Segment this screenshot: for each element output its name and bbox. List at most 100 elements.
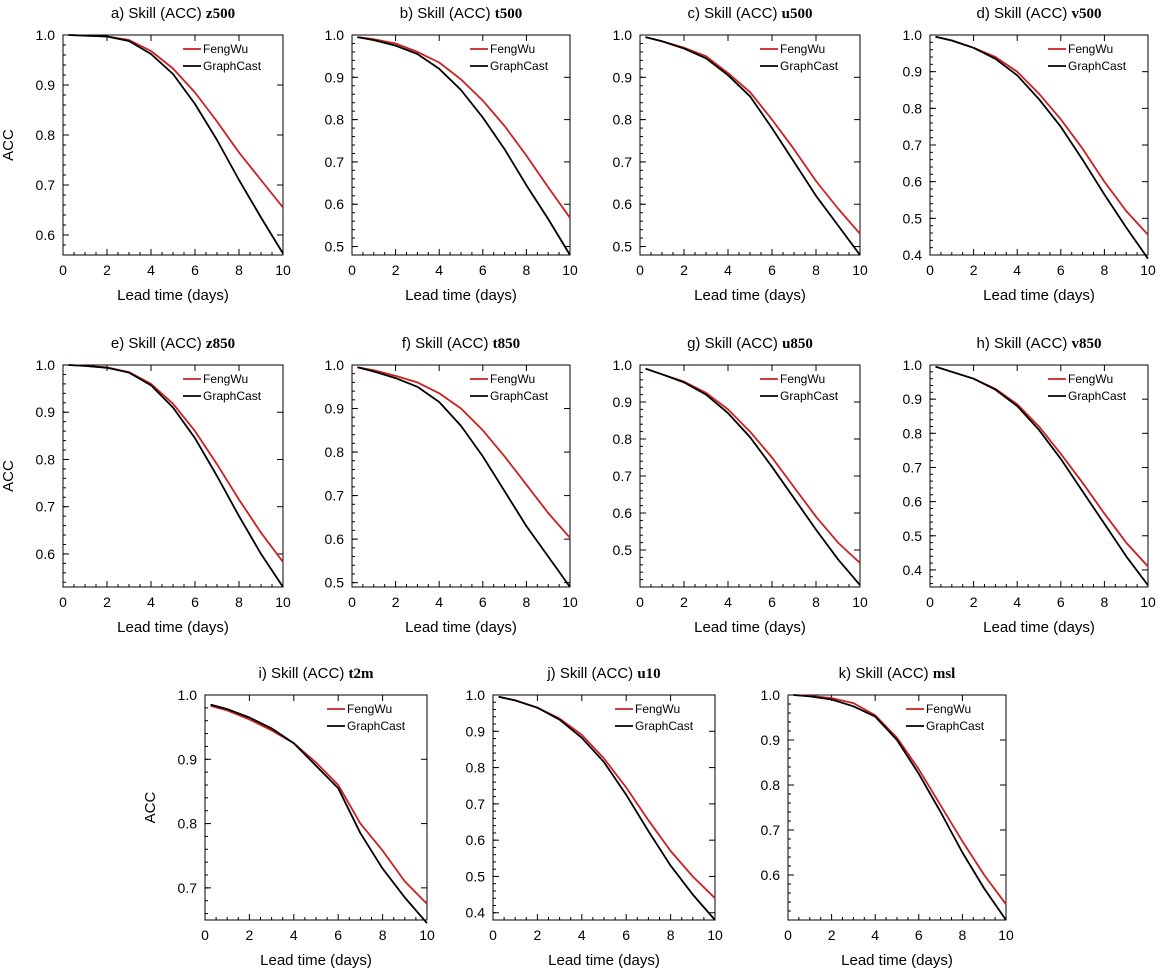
y-tick-label: 0.7 [325, 488, 345, 504]
series-line-graphcast [357, 366, 571, 588]
y-tick-label: 0.9 [36, 404, 56, 420]
x-axis-label: Lead time (days) [117, 287, 229, 304]
x-tick-label: 2 [680, 594, 688, 610]
x-tick-label: 0 [926, 594, 934, 610]
x-tick-label: 8 [523, 594, 531, 610]
x-tick-label: 10 [1140, 262, 1156, 278]
x-tick-label: 2 [534, 927, 542, 943]
y-tick-label: 0.5 [613, 542, 633, 558]
chart-title: e) Skill (ACC) z850 [111, 335, 235, 352]
y-tick-label: 0.6 [36, 227, 56, 243]
y-tick-label: 0.8 [466, 760, 486, 776]
series-line-fengwu [210, 705, 428, 905]
chart-title-prefix: h) Skill (ACC) [976, 335, 1071, 352]
y-tick-label: 0.6 [325, 531, 345, 547]
y-tick-label: 0.7 [178, 880, 198, 896]
y-tick-label: 0.9 [613, 69, 633, 85]
y-tick-label: 1.0 [325, 27, 345, 43]
chart-title-variable: u10 [637, 666, 660, 682]
chart-title-variable: msl [933, 666, 956, 682]
legend-label: FengWu [490, 372, 535, 386]
chart-title-variable: u850 [782, 336, 813, 352]
x-axis-label: Lead time (days) [548, 952, 660, 969]
y-tick-label: 0.7 [325, 154, 345, 170]
x-tick-label: 2 [246, 927, 254, 943]
chart-title-variable: z850 [206, 336, 235, 352]
chart-title: j) Skill (ACC) u10 [546, 665, 660, 682]
y-tick-label: 1.0 [325, 357, 345, 373]
x-tick-label: 10 [562, 594, 578, 610]
chart-title-prefix: k) Skill (ACC) [839, 665, 933, 682]
x-tick-label: 8 [667, 927, 675, 943]
x-tick-label: 6 [334, 927, 342, 943]
y-tick-label: 0.6 [761, 867, 781, 883]
y-tick-label: 0.9 [466, 723, 486, 739]
x-tick-label: 0 [348, 262, 356, 278]
x-axis-label: Lead time (days) [983, 287, 1095, 304]
chart-title: a) Skill (ACC) z500 [111, 5, 235, 22]
panel-u850: 0 2 4 6 8 10 0.5 0.6 0.7 0.8 0.9 1.0 FengWu GraphCast… [613, 335, 868, 636]
x-tick-label: 6 [191, 594, 199, 610]
x-tick-label: 4 [1013, 594, 1021, 610]
x-tick-label: 10 [707, 927, 723, 943]
x-tick-label: 10 [419, 927, 435, 943]
series-line-fengwu [357, 36, 571, 219]
y-tick-label: 1.0 [36, 27, 56, 43]
series-line-graphcast [498, 695, 716, 921]
panel-t2m: 0 2 4 6 8 10 0.7 0.8 0.9 1.0 FengWu GraphCast i) Ski… [142, 665, 435, 969]
y-tick-label: 1.0 [903, 27, 923, 43]
y-tick-label: 0.4 [466, 905, 486, 921]
x-tick-label: 4 [435, 594, 443, 610]
series-line-graphcast [645, 367, 861, 586]
x-tick-label: 4 [871, 927, 879, 943]
y-tick-label: 0.5 [325, 239, 345, 255]
y-tick-label: 0.8 [761, 777, 781, 793]
x-axis-label: Lead time (days) [694, 287, 806, 304]
y-tick-label: 1.0 [613, 27, 633, 43]
y-tick-label: 0.9 [36, 77, 56, 93]
x-tick-label: 0 [489, 927, 497, 943]
x-axis-label: Lead time (days) [841, 952, 953, 969]
series-line-fengwu [793, 694, 1007, 905]
x-tick-label: 10 [275, 594, 291, 610]
chart-title-prefix: g) Skill (ACC) [687, 335, 782, 352]
y-tick-label: 0.8 [36, 127, 56, 143]
x-tick-label: 10 [852, 594, 868, 610]
y-tick-label: 0.7 [613, 468, 633, 484]
x-tick-label: 8 [1101, 594, 1109, 610]
x-tick-label: 2 [392, 594, 400, 610]
y-axis-label: ACC [142, 791, 159, 823]
series-line-graphcast [793, 694, 1007, 921]
x-tick-label: 6 [915, 927, 923, 943]
chart-title-prefix: b) Skill (ACC) [400, 5, 495, 22]
y-tick-label: 0.9 [903, 64, 923, 80]
x-tick-label: 2 [970, 262, 978, 278]
y-axis-label: ACC [0, 460, 17, 492]
x-tick-label: 6 [479, 262, 487, 278]
x-tick-label: 0 [926, 262, 934, 278]
x-tick-label: 6 [479, 594, 487, 610]
legend-label: GraphCast [780, 59, 839, 73]
x-tick-label: 2 [103, 262, 111, 278]
y-tick-label: 0.5 [903, 528, 923, 544]
x-tick-label: 4 [435, 262, 443, 278]
legend-label: FengWu [347, 702, 392, 716]
series-line-graphcast [645, 36, 861, 256]
x-tick-label: 2 [392, 262, 400, 278]
chart-title-prefix: e) Skill (ACC) [111, 335, 206, 352]
panel-z500: 0 2 4 6 8 10 0.6 0.7 0.8 0.9 1.0 FengWu GraphCast a) … [0, 5, 291, 304]
y-tick-label: 0.8 [903, 425, 923, 441]
chart-title-prefix: j) Skill (ACC) [546, 665, 637, 682]
x-axis-label: Lead time (days) [405, 619, 517, 636]
x-tick-label: 4 [147, 262, 155, 278]
legend-label: FengWu [780, 42, 825, 56]
panel-u500: 0 2 4 6 8 10 0.5 0.6 0.7 0.8 0.9 1.0 FengWu GraphCast… [613, 5, 868, 304]
legend-label: FengWu [203, 372, 248, 386]
y-tick-label: 0.5 [903, 210, 923, 226]
x-tick-label: 4 [1013, 262, 1021, 278]
chart-title: b) Skill (ACC) t500 [400, 5, 523, 22]
series-line-graphcast [68, 34, 284, 254]
panel-t850: 0 2 4 6 8 10 0.5 0.6 0.7 0.8 0.9 1.0 FengWu GraphCast… [325, 335, 578, 636]
y-tick-label: 0.5 [325, 575, 345, 591]
y-tick-label: 0.7 [36, 499, 56, 515]
